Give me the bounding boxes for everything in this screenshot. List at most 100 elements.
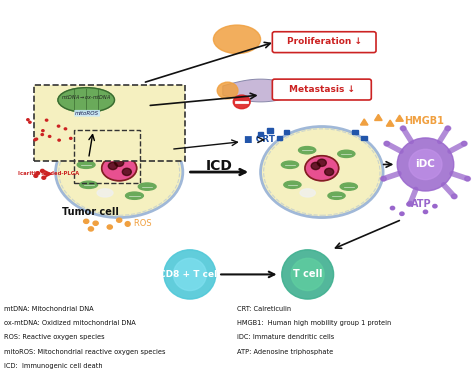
Circle shape <box>88 227 93 231</box>
Circle shape <box>40 169 44 172</box>
Ellipse shape <box>284 181 301 188</box>
Bar <box>352 130 357 134</box>
Circle shape <box>46 119 48 121</box>
Polygon shape <box>360 119 368 125</box>
Ellipse shape <box>328 192 345 199</box>
Text: mitoROS: Mitochondrial reactive oxygen species: mitoROS: Mitochondrial reactive oxygen s… <box>4 349 165 355</box>
Circle shape <box>217 82 238 99</box>
Text: Icaritin loaded-PLGA: Icaritin loaded-PLGA <box>18 172 79 176</box>
Circle shape <box>36 172 39 175</box>
Text: mitoROS: mitoROS <box>75 111 99 116</box>
Circle shape <box>27 119 29 121</box>
Ellipse shape <box>300 189 315 197</box>
Circle shape <box>433 204 437 208</box>
Ellipse shape <box>138 183 156 190</box>
Text: ATP: ATP <box>411 199 432 209</box>
Text: ICD: ICD <box>206 159 233 173</box>
Ellipse shape <box>305 156 338 181</box>
Circle shape <box>48 136 51 138</box>
Circle shape <box>317 159 326 167</box>
Polygon shape <box>374 114 382 120</box>
Circle shape <box>325 168 334 175</box>
Circle shape <box>122 168 131 175</box>
Circle shape <box>41 134 44 136</box>
Bar <box>277 136 282 140</box>
Ellipse shape <box>97 189 113 197</box>
Circle shape <box>109 162 118 170</box>
Circle shape <box>42 130 44 132</box>
Ellipse shape <box>55 126 183 217</box>
Text: ROS: Reactive oxygen species: ROS: Reactive oxygen species <box>4 334 104 340</box>
Text: ■ CRT: ■ CRT <box>244 135 275 144</box>
Text: HMGB1:  Human high mobility group 1 protein: HMGB1: Human high mobility group 1 prote… <box>237 320 391 326</box>
Bar <box>283 130 289 134</box>
Circle shape <box>107 225 112 229</box>
Text: Tumor cell: Tumor cell <box>63 207 119 217</box>
Circle shape <box>391 206 395 210</box>
Circle shape <box>115 159 124 167</box>
FancyBboxPatch shape <box>273 79 371 100</box>
Text: ox-mtDNA: Oxidized mitochondrial DNA: ox-mtDNA: Oxidized mitochondrial DNA <box>4 320 136 326</box>
Ellipse shape <box>164 250 216 299</box>
Ellipse shape <box>126 192 143 199</box>
Circle shape <box>451 194 457 199</box>
Ellipse shape <box>282 161 299 168</box>
Text: T cell: T cell <box>293 269 322 279</box>
Ellipse shape <box>136 150 154 157</box>
Bar <box>361 136 367 140</box>
Text: ATP: Adenosine triphosphate: ATP: Adenosine triphosphate <box>237 349 333 355</box>
Ellipse shape <box>95 147 113 154</box>
Bar <box>267 128 273 133</box>
Text: mtDNA$\rightarrow$ox-mtDNA: mtDNA$\rightarrow$ox-mtDNA <box>61 93 111 101</box>
Ellipse shape <box>338 150 355 157</box>
Bar <box>258 132 264 136</box>
Circle shape <box>233 95 250 109</box>
Circle shape <box>64 128 67 130</box>
Text: CRT: Calreticulin: CRT: Calreticulin <box>237 306 291 312</box>
Text: CD8 + T cell: CD8 + T cell <box>159 270 220 279</box>
Circle shape <box>407 201 413 206</box>
Polygon shape <box>223 79 298 102</box>
Circle shape <box>57 125 60 127</box>
Ellipse shape <box>299 147 316 154</box>
Circle shape <box>93 221 98 225</box>
Ellipse shape <box>213 25 261 53</box>
Ellipse shape <box>102 156 137 181</box>
Circle shape <box>400 212 404 215</box>
Text: ● ROS: ● ROS <box>124 219 152 228</box>
Circle shape <box>83 219 89 223</box>
Ellipse shape <box>80 181 98 188</box>
Text: ICD:  Immunogenic cell death: ICD: Immunogenic cell death <box>4 363 102 369</box>
FancyBboxPatch shape <box>273 32 376 53</box>
Ellipse shape <box>397 138 454 191</box>
Circle shape <box>58 139 60 141</box>
Ellipse shape <box>291 258 324 291</box>
Circle shape <box>29 121 31 123</box>
Ellipse shape <box>77 161 95 168</box>
Circle shape <box>384 141 390 146</box>
Polygon shape <box>386 120 394 126</box>
Text: iDC: Immature dendritic cells: iDC: Immature dendritic cells <box>237 334 334 340</box>
Circle shape <box>445 126 451 131</box>
Circle shape <box>35 138 37 140</box>
Text: Metastasis ↓: Metastasis ↓ <box>289 85 355 94</box>
Circle shape <box>70 138 72 139</box>
Ellipse shape <box>340 183 357 190</box>
Circle shape <box>311 162 320 170</box>
Circle shape <box>423 210 428 214</box>
Ellipse shape <box>261 126 383 217</box>
Text: iDC: iDC <box>416 159 436 170</box>
Ellipse shape <box>58 87 115 112</box>
Text: HMGB1: HMGB1 <box>404 116 444 126</box>
Ellipse shape <box>409 149 442 180</box>
Ellipse shape <box>282 250 334 299</box>
Circle shape <box>34 139 36 141</box>
FancyBboxPatch shape <box>35 85 185 161</box>
Circle shape <box>117 218 122 222</box>
Ellipse shape <box>173 258 206 291</box>
Circle shape <box>34 174 37 177</box>
Polygon shape <box>396 115 403 121</box>
Text: mtDNA: Mitochondrial DNA: mtDNA: Mitochondrial DNA <box>4 306 93 312</box>
Circle shape <box>461 141 467 146</box>
Circle shape <box>400 126 406 131</box>
